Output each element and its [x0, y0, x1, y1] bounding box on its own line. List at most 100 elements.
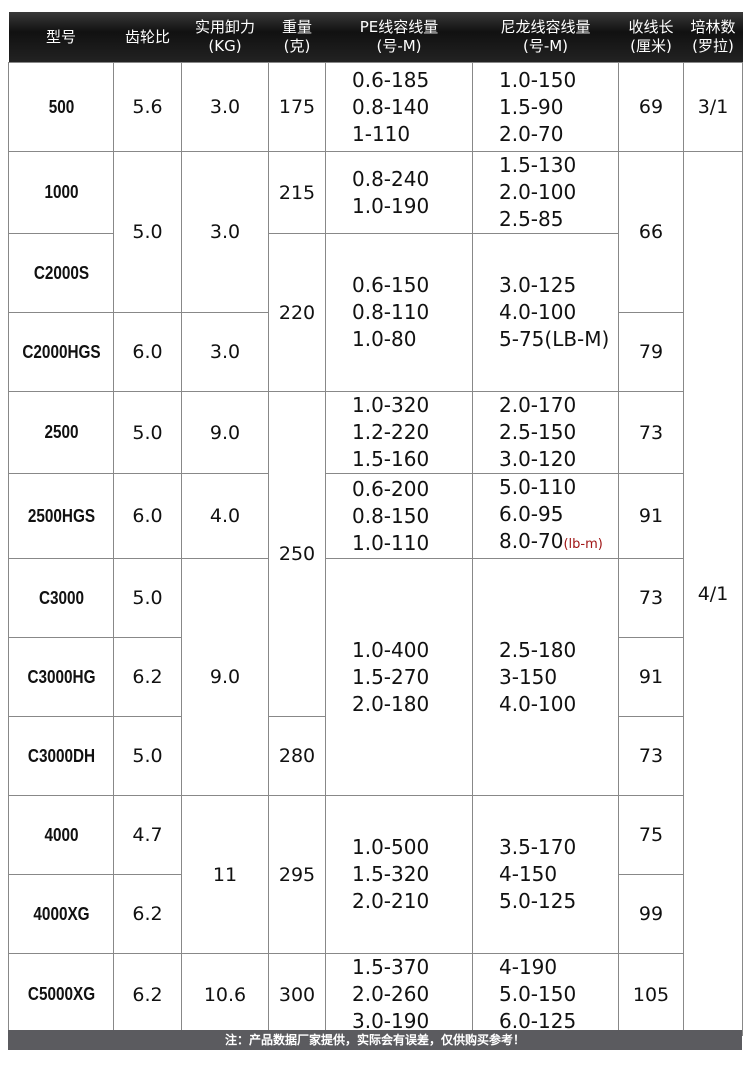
column-header: 重量 (克) — [268, 12, 326, 63]
header-unit: (克) — [283, 37, 311, 55]
capacity-line: 1.2-220 — [352, 419, 472, 446]
capacity-line: 1-110 — [352, 121, 472, 148]
header-unit: (KG) — [208, 37, 242, 55]
capacity-value: 2.0-100 — [499, 180, 577, 204]
capacity-value: 4.0-100 — [499, 300, 577, 324]
capacity-value: 5-75(LB-M) — [499, 327, 610, 351]
nylon-cell: 5.0-110 6.0-95 8.0-70(lb-m) — [472, 473, 619, 559]
capacity-value: 1-110 — [352, 121, 411, 146]
length-cell: 69 — [618, 62, 684, 152]
capacity-value: 3.0-125 — [499, 273, 577, 297]
length-cell: 66 — [618, 151, 684, 313]
capacity-line: 3.0-190 — [352, 1008, 472, 1035]
capacity-value: 0.6-185 — [352, 67, 430, 92]
capacity-line: 2.5-85 — [499, 206, 618, 233]
capacity-value: 2.5-180 — [499, 637, 577, 662]
capacity-line: 6.0-125 — [499, 1008, 618, 1035]
capacity-value: 0.6-150 — [352, 273, 430, 297]
model-cell: 4000XG — [15, 874, 107, 954]
capacity-line: 4-150 — [499, 861, 618, 888]
length-cell: 105 — [618, 953, 684, 1036]
model-cell: 2500HGS — [15, 473, 107, 559]
column-header: 尼龙线容线量 (号-M) — [472, 12, 619, 63]
capacity-line: 1.0-400 — [352, 637, 472, 664]
nylon-cell: 4-190 5.0-150 6.0-125 — [472, 953, 619, 1036]
table-row: C3000HG 6.2 91 — [9, 637, 743, 717]
spec-table: 型号 齿轮比 实用卸力 (KG) 重量 (克) PE线容线量 (号-M) 尼龙线容线量 (号-M)… — [8, 12, 743, 1036]
table-row: C3000 5.0 9.0 1.0-400 1.5-270 2.0-180 2.5-180 3… — [9, 558, 743, 796]
weight-cell: 280 — [268, 716, 326, 796]
spec-table-container: 型号 齿轮比 实用卸力 (KG) 重量 (克) PE线容线量 (号-M) 尼龙线容线量 (号-M)… — [8, 12, 743, 1036]
unit-note: (lb-m) — [563, 537, 603, 552]
capacity-line: 1.5-160 — [352, 446, 472, 473]
capacity-line: 2.0-210 — [352, 888, 472, 915]
capacity-value: 1.5-270 — [352, 664, 430, 689]
header-unit: (号-M) — [522, 37, 569, 55]
header-label: PE线容线量 — [359, 18, 439, 36]
table-row: 1000 5.0 3.0 215 0.8-240 1.0-190 1.5-130 2.0-10… — [9, 151, 743, 1036]
column-header: 收线长 (厘米) — [618, 12, 684, 63]
capacity-value: 1.0-110 — [352, 530, 430, 555]
header-label: 尼龙线容线量 — [500, 18, 591, 36]
length-cell: 73 — [618, 391, 684, 474]
capacity-value: 4-190 — [499, 955, 558, 979]
capacity-value: 5.0-150 — [499, 982, 577, 1006]
capacity-line: 0.8-150 — [352, 503, 472, 530]
column-header: PE线容线量 (号-M) — [325, 12, 473, 63]
capacity-line: 0.8-110 — [352, 299, 472, 326]
bearing-cell: 3/1 — [683, 62, 743, 152]
table-row: 2500 5.0 9.0 250 1.0-320 1.2-220 1.5-160 2.0-17… — [9, 391, 743, 717]
capacity-value: 1.0-150 — [499, 67, 577, 92]
header-label: 型号 — [45, 27, 76, 46]
capacity-value: 1.0-400 — [352, 637, 430, 662]
drag-cell: 3.0 — [181, 62, 269, 152]
column-header: 培林数 (罗拉) — [683, 12, 743, 63]
capacity-value: 1.2-220 — [352, 420, 430, 444]
pe-cell: 1.0-500 1.5-320 2.0-210 — [325, 795, 473, 954]
capacity-line: 0.6-150 — [352, 272, 472, 299]
capacity-line: 1.0-80 — [352, 326, 472, 353]
bearing-cell: 4/1 — [683, 151, 743, 1036]
pe-cell: 0.6-185 0.8-140 1-110 — [325, 62, 473, 152]
gear-cell: 6.2 — [113, 874, 182, 954]
capacity-value: 1.5-160 — [352, 447, 430, 471]
capacity-value: 0.6-200 — [352, 476, 430, 501]
nylon-cell: 1.5-130 2.0-100 2.5-85 — [472, 151, 619, 234]
header-label: 重量 — [281, 18, 312, 36]
model-cell: C3000DH — [15, 716, 107, 796]
capacity-line: 5.0-110 — [499, 474, 618, 501]
capacity-value: 3-150 — [499, 664, 558, 689]
header-unit: (罗拉) — [692, 37, 734, 55]
capacity-value: 2.0-180 — [352, 691, 430, 716]
header-label: 实用卸力 — [194, 18, 255, 36]
length-cell: 79 — [618, 312, 684, 392]
gear-cell: 6.2 — [113, 953, 182, 1036]
model-cell: C2000S — [15, 233, 107, 313]
table-row: 500 5.6 3.0 175 0.6-185 0.8-140 1-110 1.0-150 1.… — [9, 62, 743, 152]
capacity-value: 6.0-125 — [499, 1009, 577, 1033]
column-header: 齿轮比 — [113, 12, 182, 63]
gear-cell: 6.0 — [113, 312, 182, 392]
capacity-line: 5-75(LB-M) — [499, 326, 618, 353]
capacity-value: 8.0-70 — [499, 529, 564, 553]
model-cell: C3000HG — [15, 637, 107, 717]
capacity-value: 2.0-70 — [499, 121, 564, 146]
capacity-line: 0.8-240 — [352, 166, 472, 193]
header-label: 收线长 — [628, 18, 674, 36]
pe-cell: 0.6-200 0.8-150 1.0-110 — [325, 473, 473, 559]
table-row: C2000S 220 0.6-150 0.8-110 1.0-80 3.0-125 4.0-… — [9, 233, 743, 392]
model-cell: 500 — [15, 62, 107, 152]
capacity-value: 1.0-500 — [352, 835, 430, 859]
capacity-line: 3.5-170 — [499, 834, 618, 861]
gear-cell: 6.2 — [113, 637, 182, 717]
nylon-cell: 2.5-180 3-150 4.0-100 — [472, 558, 619, 796]
length-cell: 75 — [618, 795, 684, 875]
capacity-line: 1.0-110 — [352, 530, 472, 557]
capacity-line: 1.5-320 — [352, 861, 472, 888]
capacity-line: 6.0-95 — [499, 501, 618, 528]
capacity-line: 2.0-170 — [499, 392, 618, 419]
capacity-line: 1.0-190 — [352, 193, 472, 220]
model-cell: 1000 — [15, 151, 107, 234]
capacity-value: 6.0-95 — [499, 502, 564, 526]
capacity-line: 5.0-150 — [499, 981, 618, 1008]
